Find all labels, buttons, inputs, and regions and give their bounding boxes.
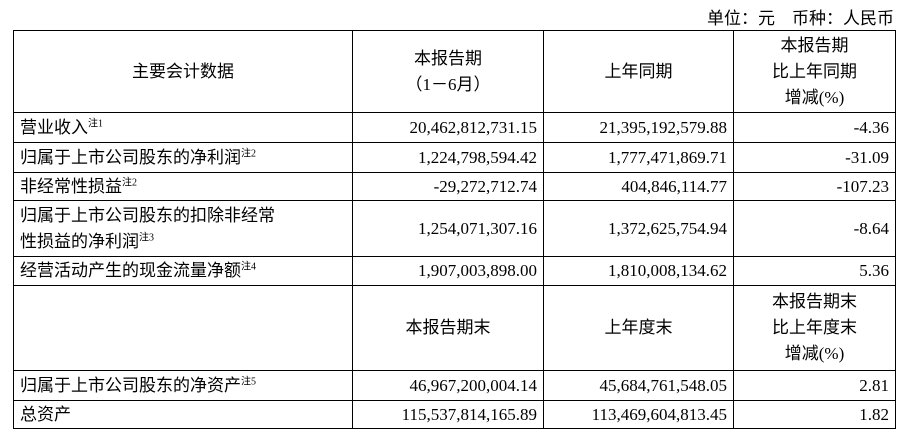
value-cell: 20,462,812,731.15 xyxy=(352,112,544,143)
label-text: 归属于上市公司股东的净资产 xyxy=(20,375,241,395)
row-label: 经营活动产生的现金流量净额注4 xyxy=(13,256,353,286)
value-cell: -29,272,712.74 xyxy=(352,172,544,201)
header-row: 本报告期末 上年度末 本报告期末 比上年度末 增减(%) xyxy=(13,285,896,371)
data-row: 归属于上市公司股东的净利润注2 1,224,798,594.42 1,777,471… xyxy=(13,142,896,173)
label-text: 非经常性损益 xyxy=(20,176,122,196)
label-text: 归属于上市公司股东的扣除非经常 性损益的净利润 xyxy=(20,205,275,251)
value-cell: 1,777,471,869.71 xyxy=(543,142,734,173)
header-cell: 上年同期 xyxy=(543,30,734,113)
data-row: 经营活动产生的现金流量净额注4 1,907,003,898.00 1,810,008… xyxy=(13,256,896,286)
note-mark: 注3 xyxy=(139,231,154,243)
unit-line: 单位：元 币种：人民币 xyxy=(707,9,894,28)
data-row: 归属于上市公司股东的扣除非经常 性损益的净利润注3 1,254,071,307.1… xyxy=(13,200,896,257)
data-row: 总资产 115,537,814,165.89 113,469,604,813.45 1… xyxy=(13,400,896,429)
value-cell: 115,537,814,165.89 xyxy=(352,400,544,429)
data-row: 营业收入注1 20,462,812,731.15 21,395,192,579.88… xyxy=(13,112,896,143)
value-cell: 1,907,003,898.00 xyxy=(352,256,544,286)
value-cell: 113,469,604,813.45 xyxy=(543,400,734,429)
note-mark: 注5 xyxy=(241,375,256,387)
empty-cell xyxy=(13,285,353,371)
label-text: 归属于上市公司股东的净利润 xyxy=(20,147,241,167)
financial-table: 主要会计数据 本报告期 （1－6月） 上年同期 本报告期 比上年同期 增减(%) 营业收… xyxy=(13,30,896,429)
row-label: 归属于上市公司股东的净资产注5 xyxy=(13,370,353,401)
header-cell: 本报告期末 比上年度末 增减(%) xyxy=(733,285,896,371)
value-cell: 2.81 xyxy=(733,370,896,401)
row-label: 归属于上市公司股东的净利润注2 xyxy=(13,142,353,173)
value-cell: -4.36 xyxy=(733,112,896,143)
header-cell: 本报告期 比上年同期 增减(%) xyxy=(733,30,896,113)
value-cell: 404,846,114.77 xyxy=(543,172,734,201)
value-cell: -8.64 xyxy=(733,200,896,257)
table-body: 主要会计数据 本报告期 （1－6月） 上年同期 本报告期 比上年同期 增减(%) 营业收… xyxy=(13,30,896,429)
label-text: 营业收入 xyxy=(20,117,88,137)
note-mark: 注4 xyxy=(241,261,256,273)
label-text: 经营活动产生的现金流量净额 xyxy=(20,261,241,280)
value-cell: 1,372,625,754.94 xyxy=(543,200,734,257)
row-label: 营业收入注1 xyxy=(13,112,353,143)
row-label: 归属于上市公司股东的扣除非经常 性损益的净利润注3 xyxy=(13,200,353,257)
data-row: 非经常性损益注2 -29,272,712.74 404,846,114.77 -107… xyxy=(13,172,896,201)
value-cell: 1.82 xyxy=(733,400,896,429)
value-cell: 21,395,192,579.88 xyxy=(543,112,734,143)
value-cell: 1,224,798,594.42 xyxy=(352,142,544,173)
header-cell: 上年度末 xyxy=(543,285,734,371)
row-label: 总资产 xyxy=(13,400,353,429)
value-cell: 45,684,761,548.05 xyxy=(543,370,734,401)
value-cell: 46,967,200,004.14 xyxy=(352,370,544,401)
header-cell: 主要会计数据 xyxy=(13,30,353,113)
value-cell: 1,254,071,307.16 xyxy=(352,200,544,257)
header-cell: 本报告期 （1－6月） xyxy=(352,30,544,113)
value-cell: -31.09 xyxy=(733,142,896,173)
header-cell: 本报告期末 xyxy=(352,285,544,371)
note-mark: 注1 xyxy=(88,117,103,129)
note-mark: 注2 xyxy=(241,147,256,159)
note-mark: 注2 xyxy=(122,176,137,188)
data-row: 归属于上市公司股东的净资产注5 46,967,200,004.14 45,684,7… xyxy=(13,370,896,401)
header-row: 主要会计数据 本报告期 （1－6月） 上年同期 本报告期 比上年同期 增减(%) xyxy=(13,30,896,113)
value-cell: -107.23 xyxy=(733,172,896,201)
row-label: 非经常性损益注2 xyxy=(13,172,353,201)
label-text: 总资产 xyxy=(20,404,71,424)
value-cell: 5.36 xyxy=(733,256,896,286)
value-cell: 1,810,008,134.62 xyxy=(543,256,734,286)
